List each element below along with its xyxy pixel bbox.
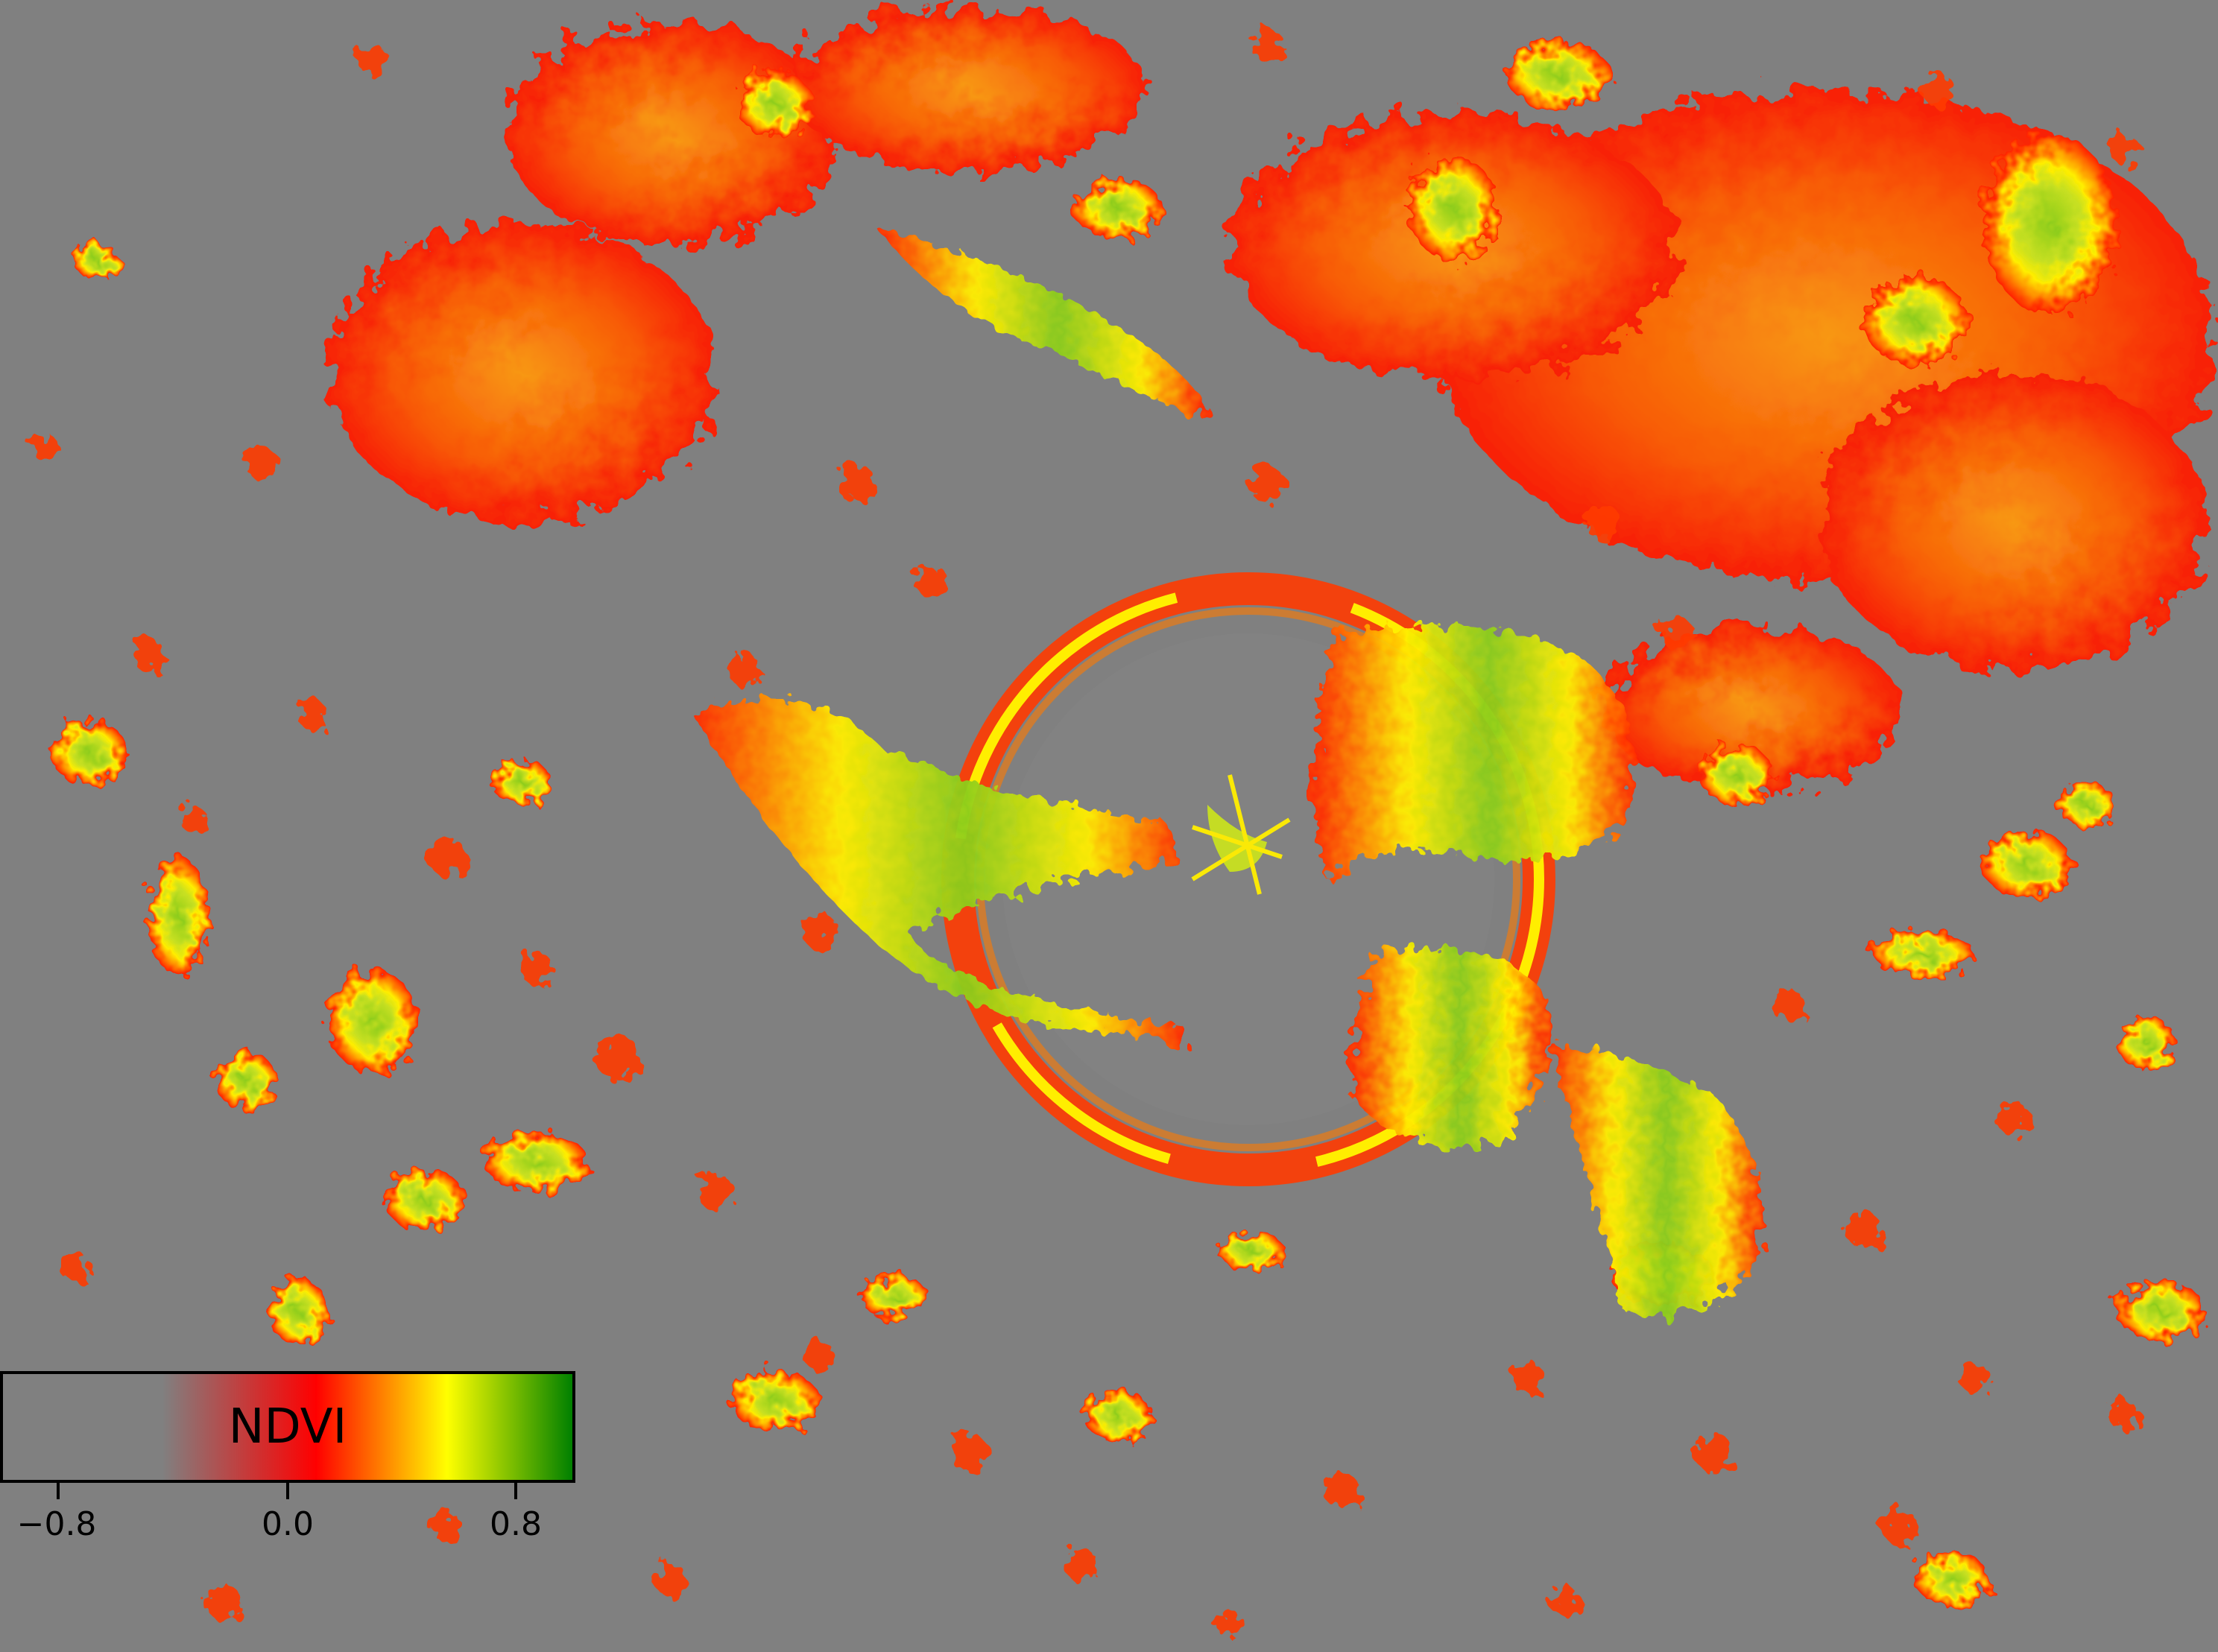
colorbar-gradient: [0, 1371, 575, 1483]
sparse-speckles: [31, 28, 2139, 1638]
vegetation-patches: [52, 41, 2206, 1606]
colorbar-tick-mark: [57, 1483, 60, 1499]
colorbar-title: NDVI: [228, 1399, 347, 1455]
colorbar-tick-label: 0.0: [262, 1505, 314, 1543]
colorbar-tick-mark: [286, 1483, 289, 1499]
colorbar-tick-mark: [514, 1483, 517, 1499]
plant-leaves: [693, 231, 1762, 1317]
colorbar-tick-label: −0.8: [16, 1505, 97, 1543]
upper-right-orange-region: [328, 7, 2214, 790]
colorbar-tick-label: 0.8: [490, 1505, 542, 1543]
ndvi-colorbar: NDVI −0.8 0.0 0.8: [0, 1371, 575, 1550]
